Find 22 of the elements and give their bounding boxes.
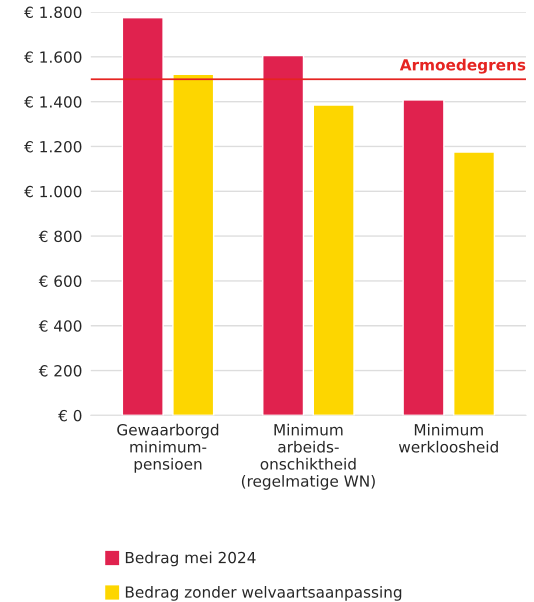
y-tick-label: € 200 [38, 365, 82, 377]
y-tick-label: € 600 [38, 275, 82, 287]
y-tick-label: € 1.400 [24, 96, 82, 108]
bar [312, 104, 355, 416]
y-tick-label: € 800 [38, 230, 82, 242]
x-tick-label: Minimum werkloosheid [398, 424, 498, 453]
y-tick-label: € 400 [38, 320, 82, 332]
y-tick-label: € 1.800 [24, 6, 82, 18]
bar [172, 74, 214, 416]
y-tick-label: € 0 [58, 410, 82, 422]
bar [402, 99, 445, 416]
bar [262, 54, 304, 416]
bar [122, 16, 164, 416]
legend-label: Bedrag mei 2024 [126, 552, 256, 566]
bar [452, 151, 496, 416]
ref-line-label: Armoedegrens [400, 58, 526, 74]
y-tick-label: € 1.000 [24, 186, 82, 198]
x-tick-label: Minimum arbeids- onschiktheid (regelmatige WN) [242, 424, 375, 490]
y-tick-label: € 1.200 [24, 140, 82, 153]
y-tick-label: € 1.600 [24, 51, 82, 63]
x-tick-label: Gewaarborgd minimum- pensioen [117, 424, 218, 473]
legend-label: Bedrag zonder welvaartsaanpassing [126, 586, 402, 601]
